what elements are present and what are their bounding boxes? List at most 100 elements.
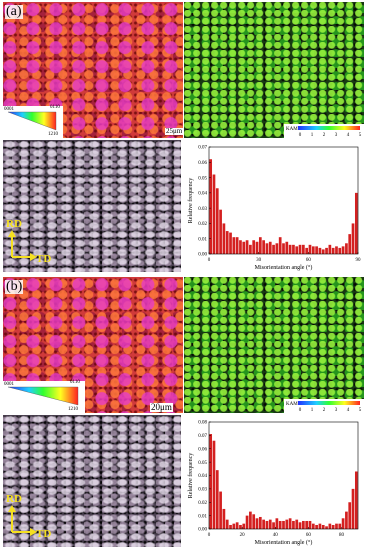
bar <box>311 246 315 254</box>
bar <box>341 518 345 529</box>
bar <box>325 247 328 254</box>
kam-tick-label: 3 <box>335 408 338 413</box>
y-tick-label: 0.05 <box>198 176 207 181</box>
bar <box>341 246 345 254</box>
bar <box>292 244 295 254</box>
bar <box>262 519 265 529</box>
panel-label: (b) <box>5 279 24 294</box>
bar <box>245 240 249 254</box>
kam-colorbar <box>298 126 360 130</box>
bar <box>265 520 269 529</box>
rd-label: RD <box>6 218 22 230</box>
ipf-key-label: 1210 <box>68 407 79 412</box>
y-tick-label: 0.06 <box>198 161 207 166</box>
bar <box>252 514 256 529</box>
bar <box>229 232 232 254</box>
y-tick-label: 0.02 <box>198 222 207 227</box>
kam-tick-label: 5 <box>359 408 362 413</box>
bar <box>268 241 272 254</box>
bar <box>245 515 249 529</box>
bar <box>272 244 275 254</box>
bar <box>318 523 322 529</box>
bar <box>315 246 318 254</box>
bar <box>292 520 295 529</box>
bar <box>285 241 289 254</box>
ipf-key-label: 0110 <box>50 105 60 110</box>
bar <box>258 237 262 254</box>
rd-label: RD <box>6 493 22 505</box>
kam-tick-label: 0 <box>299 408 302 413</box>
bar <box>285 519 289 529</box>
td-arrow-head <box>30 528 37 536</box>
bar <box>338 247 342 254</box>
scale-bar-label: 25μm <box>165 127 184 135</box>
bar <box>209 159 213 254</box>
bar <box>258 516 262 529</box>
bar <box>288 518 292 529</box>
bar <box>315 524 318 529</box>
kam-tick-label: 0 <box>299 133 302 138</box>
ipf-key-triangle <box>7 111 57 131</box>
y-tick-label: 0.04 <box>198 474 207 479</box>
ipf-key-label: 0001 <box>4 107 15 112</box>
bar <box>295 519 299 529</box>
kam-tick-label: 3 <box>335 133 338 138</box>
y-tick-label: 0.05 <box>198 461 207 466</box>
kam-tick-label: 5 <box>359 133 362 138</box>
bar <box>295 246 299 254</box>
bar <box>328 523 332 529</box>
bar <box>335 523 338 529</box>
bar <box>219 491 222 529</box>
y-tick-label: 0.06 <box>198 447 207 452</box>
bar <box>335 246 338 254</box>
kam-map <box>184 2 364 138</box>
x-tick-label: 60 <box>306 258 312 263</box>
bar <box>348 502 352 529</box>
kam-tick-label: 2 <box>323 408 326 413</box>
bar <box>262 240 265 254</box>
y-tick-label: 0.00 <box>198 253 207 258</box>
bar <box>354 192 358 254</box>
bar <box>331 247 335 254</box>
bar <box>232 523 236 529</box>
td-arrow-head <box>30 253 37 261</box>
bar <box>282 243 285 254</box>
bar <box>345 243 348 254</box>
x-tick-label: 80 <box>339 533 345 538</box>
bar <box>222 508 226 529</box>
bar <box>351 223 355 254</box>
bar <box>222 223 226 254</box>
bar <box>219 209 222 254</box>
bar <box>239 240 242 254</box>
bar <box>249 511 252 529</box>
bar <box>311 523 315 529</box>
y-axis-label: Relative frequency <box>187 178 194 223</box>
scale-bar-label: 20μm <box>150 402 173 412</box>
bar <box>215 470 219 529</box>
bar <box>225 519 229 529</box>
bar <box>318 247 322 254</box>
plot-frame <box>208 421 359 530</box>
kam-map <box>184 277 364 413</box>
bar <box>275 243 279 254</box>
x-tick-label: 0 <box>208 258 211 263</box>
bar <box>348 234 352 254</box>
bar <box>278 237 282 254</box>
x-axis-label: Misorientation angle (°) <box>255 539 313 546</box>
bar <box>212 440 216 529</box>
rd-arrow-head <box>8 505 16 512</box>
x-tick-label: 20 <box>240 533 246 538</box>
bar <box>229 524 232 529</box>
x-axis-label: Misorientation angle (°) <box>255 264 313 271</box>
bar <box>302 244 305 254</box>
bar <box>282 520 285 529</box>
bar <box>305 247 309 254</box>
x-tick-label: 90 <box>356 258 362 263</box>
bar <box>239 524 242 529</box>
rd-arrow-head <box>8 230 16 237</box>
bar <box>265 243 269 254</box>
bar <box>215 188 219 254</box>
x-tick-label: 60 <box>306 533 312 538</box>
bar <box>325 526 328 529</box>
